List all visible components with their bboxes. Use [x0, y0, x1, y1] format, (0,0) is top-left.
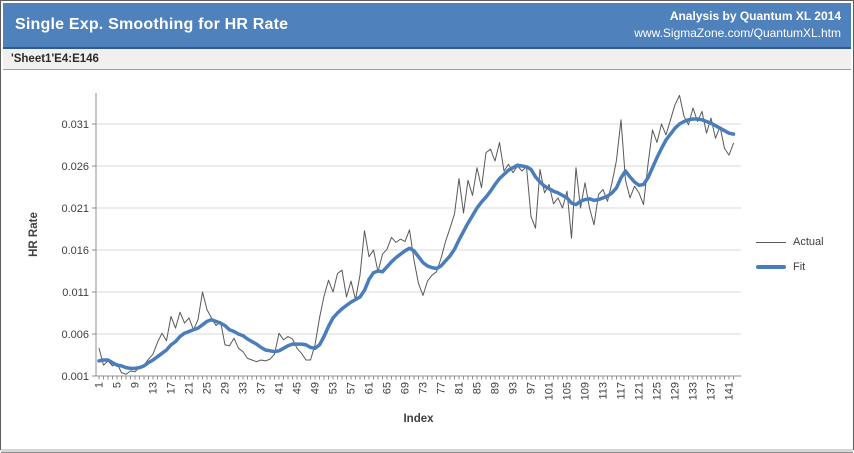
y-tick-label: 0.026	[61, 161, 89, 173]
x-tick-label: 9	[130, 382, 142, 388]
x-tick-label: 69	[400, 382, 412, 394]
legend-item-fit: Fit	[756, 259, 824, 275]
x-tick-label: 17	[166, 382, 178, 394]
credit-url: www.SigmaZone.com/QuantumXL.htm	[634, 26, 841, 40]
x-tick-label: 37	[256, 382, 268, 394]
header-bar: Single Exp. Smoothing for HR Rate Analys…	[3, 3, 851, 49]
x-tick-label: 89	[490, 382, 502, 394]
legend-item-actual: Actual	[756, 234, 824, 250]
x-tick-label: 13	[148, 382, 160, 394]
y-axis-title: HR Rate	[28, 212, 40, 257]
y-axis-ticks: 0.001 0.006 0.011 0.016 0.021 0.026 0.031	[61, 119, 96, 383]
credit-line: Analysis by Quantum XL 2014	[669, 8, 841, 23]
x-tick-label: 121	[634, 382, 646, 400]
y-tick-label: 0.001	[61, 371, 89, 383]
x-tick-label: 61	[364, 382, 376, 394]
x-axis-title: Index	[403, 413, 434, 425]
x-tick-label: 33	[238, 382, 250, 394]
fit-line-sample	[756, 265, 786, 269]
x-tick-label: 137	[706, 382, 718, 400]
header-credits: Analysis by Quantum XL 2014 www.SigmaZon…	[634, 8, 841, 43]
hr-rate-chart: 0.001 0.006 0.011 0.016 0.021 0.026 0.031 1 5 9 13…	[28, 93, 741, 425]
x-tick-label: 101	[544, 382, 556, 400]
x-tick-label: 29	[220, 382, 232, 394]
x-tick-label: 73	[418, 382, 430, 394]
x-tick-label: 129	[670, 382, 682, 400]
window-bottom-edge	[1, 449, 853, 453]
x-tick-label: 141	[724, 382, 736, 400]
y-tick-label: 0.006	[61, 329, 89, 341]
legend-label-actual: Actual	[793, 236, 824, 248]
x-tick-label: 105	[562, 382, 574, 400]
fit-series-line	[97, 117, 736, 371]
chart-legend: Actual Fit	[756, 234, 824, 275]
x-tick-label: 97	[526, 382, 538, 394]
x-tick-label: 57	[346, 382, 358, 394]
y-tick-label: 0.016	[61, 245, 89, 257]
x-tick-label: 133	[688, 382, 700, 400]
x-tick-label: 45	[292, 382, 304, 394]
x-tick-label: 117	[616, 382, 628, 400]
chart-area: 0.001 0.006 0.011 0.016 0.021 0.026 0.031 1 5 9 13…	[1, 70, 853, 450]
range-reference-bar: 'Sheet1'E4:E146	[3, 49, 851, 70]
y-tick-label: 0.011	[62, 287, 89, 299]
x-tick-label: 125	[652, 382, 664, 400]
actual-line-sample	[756, 241, 786, 243]
x-tick-label: 1	[94, 382, 106, 388]
x-tick-label: 85	[472, 382, 484, 394]
legend-label-fit: Fit	[793, 261, 806, 273]
x-tick-label: 77	[436, 382, 448, 394]
gridlines	[96, 123, 741, 377]
x-tick-label: 81	[454, 382, 466, 394]
x-tick-label: 65	[382, 382, 394, 394]
page-title: Single Exp. Smoothing for HR Rate	[15, 16, 289, 33]
x-tick-label: 49	[310, 382, 322, 394]
x-tick-label: 25	[202, 382, 214, 394]
x-tick-label: 41	[274, 382, 286, 394]
range-reference: 'Sheet1'E4:E146	[11, 53, 99, 65]
x-tick-label: 21	[184, 382, 196, 394]
x-axis-ticks: 1 5 9 13 17 21 25 29 33 37 41 45 49 53 57 61 65 69 73 77 81 8…	[94, 376, 736, 400]
actual-series-line	[98, 94, 734, 375]
x-tick-label: 93	[508, 382, 520, 394]
x-tick-label: 53	[328, 382, 340, 394]
x-tick-label: 109	[580, 382, 592, 400]
x-tick-label: 113	[598, 382, 610, 400]
y-tick-label: 0.021	[61, 203, 89, 215]
y-tick-label: 0.031	[61, 119, 89, 131]
x-tick-label: 5	[112, 382, 124, 388]
